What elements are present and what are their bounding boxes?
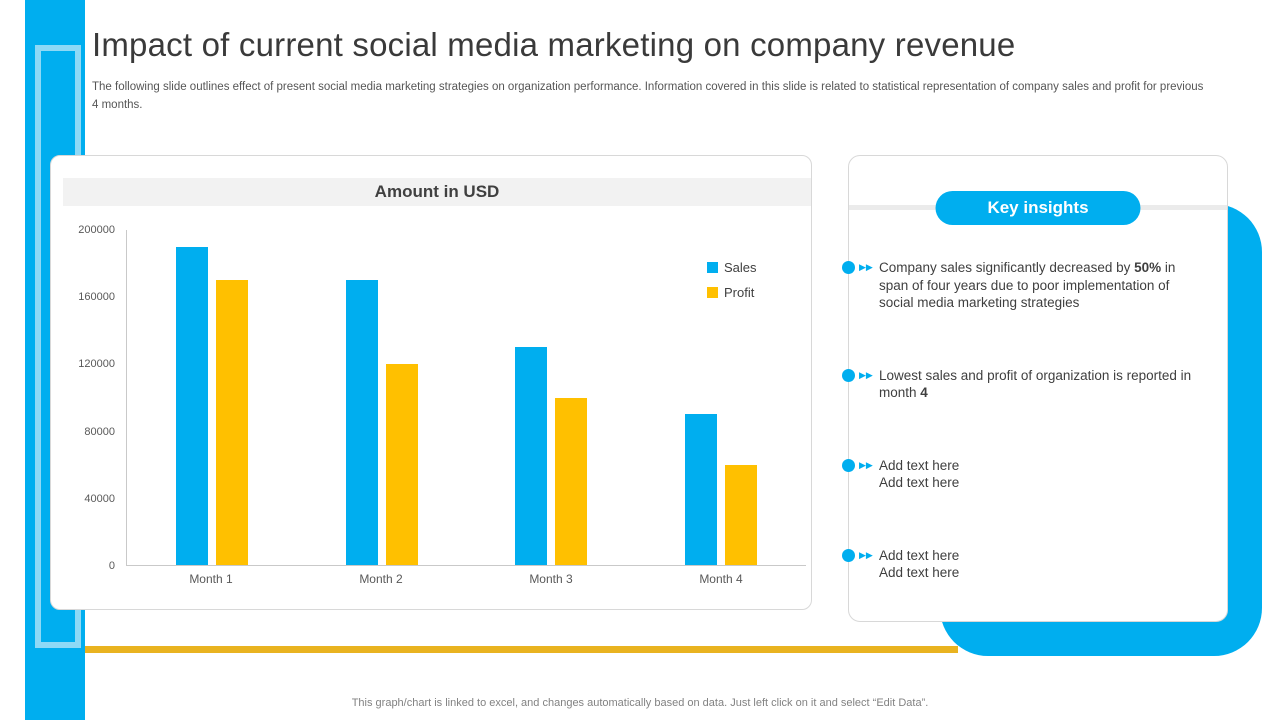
legend-label: Sales	[724, 260, 757, 275]
sales-bar-month-1[interactable]	[175, 246, 208, 565]
insights-list: ▶▶ Company sales significantly decreased …	[842, 259, 1227, 582]
insight-text[interactable]: Add text here Add text here	[879, 547, 960, 581]
sales-bar-month-4[interactable]	[685, 414, 718, 565]
insight-item-2: ▶▶ Lowest sales and profit of organizatio…	[842, 367, 1227, 402]
bullet-arrows-icon: ▶▶	[859, 369, 873, 380]
insight-text: Lowest sales and profit of organization …	[879, 367, 1192, 401]
y-tick-label: 80000	[84, 425, 115, 438]
chart-y-axis: 0 40000 80000 120000 160000 200000	[51, 224, 115, 572]
key-insights-panel: Key insights ▶▶ Company sales significant…	[842, 155, 1228, 622]
bullet-arrows-icon: ▶▶	[859, 549, 873, 560]
bullet-dot-icon	[842, 368, 855, 382]
legend-item-sales: Sales	[707, 260, 757, 275]
bottom-accent-line	[85, 646, 958, 653]
sales-bar-month-3[interactable]	[515, 347, 548, 565]
footer-note: This graph/chart is linked to excel, and…	[351, 697, 929, 709]
bullet-dot-icon	[842, 548, 855, 562]
bar-group-1	[127, 230, 297, 565]
bullet-dot-icon	[842, 261, 855, 274]
key-insights-header: Key insights	[935, 191, 1141, 225]
chart-legend: Sales Profit	[707, 260, 757, 300]
y-tick-label: 40000	[84, 492, 115, 505]
insight-item-3[interactable]: ▶▶ Add text here Add text here	[842, 457, 1227, 492]
insight-item-4[interactable]: ▶▶ Add text here Add text here	[842, 547, 1227, 582]
y-tick-label: 160000	[78, 291, 115, 304]
x-axis-label: Month 3	[529, 572, 573, 586]
x-axis-label: Month 2	[359, 572, 403, 586]
chart-bars	[127, 230, 806, 565]
y-tick-label: 200000	[78, 224, 115, 236]
insight-text[interactable]: Add text here Add text here	[879, 457, 960, 491]
x-axis-label: Month 4	[699, 572, 743, 586]
legend-swatch-icon	[707, 262, 718, 273]
bar-group-3	[467, 230, 637, 565]
y-tick-label: 0	[108, 560, 115, 572]
bullet-arrows-icon: ▶▶	[859, 262, 873, 272]
sales-bar-month-2[interactable]	[345, 280, 378, 565]
profit-bar-month-2[interactable]	[385, 364, 418, 565]
profit-bar-month-4[interactable]	[725, 464, 758, 565]
profit-bar-month-1[interactable]	[215, 280, 248, 565]
chart-plot: Sales Profit	[126, 230, 806, 566]
slide-title: Impact of current social media marketing…	[92, 26, 1016, 63]
insight-text: Company sales significantly decreased by…	[879, 260, 1176, 311]
bullet-dot-icon	[842, 458, 855, 472]
revenue-chart[interactable]: Amount in USD 0 40000 80000 120000 160000 200…	[50, 155, 812, 610]
x-axis-label: Month 1	[189, 572, 233, 586]
legend-label: Profit	[724, 285, 755, 300]
slide-subtitle: The following slide outlines effect of p…	[92, 81, 1204, 111]
insight-item-1: ▶▶ Company sales significantly decreased …	[842, 259, 1227, 312]
y-tick-label: 120000	[78, 358, 115, 371]
legend-item-profit: Profit	[707, 285, 757, 300]
profit-bar-month-3[interactable]	[555, 397, 588, 565]
legend-swatch-icon	[707, 287, 718, 298]
chart-x-labels: Month 1 Month 2 Month 3 Month 4	[126, 572, 806, 586]
chart-title: Amount in USD	[63, 178, 811, 206]
bar-group-2	[297, 230, 467, 565]
bar-group-4	[636, 230, 806, 565]
bullet-arrows-icon: ▶▶	[859, 459, 873, 470]
